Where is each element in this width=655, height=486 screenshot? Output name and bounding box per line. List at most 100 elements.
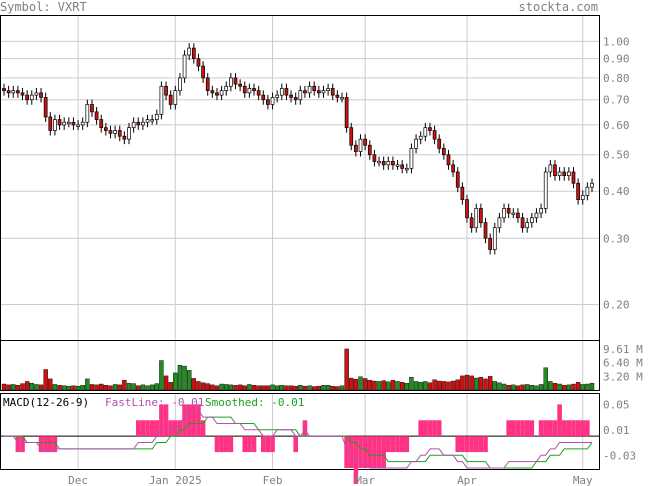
candle-body (85, 104, 90, 123)
candle-body (224, 85, 229, 91)
volume-bar (94, 384, 99, 391)
macd-histogram-bar (566, 420, 572, 437)
volume-bar (437, 380, 442, 391)
volume-bar (122, 379, 127, 391)
candle-body (122, 135, 127, 140)
volume-bar (372, 380, 377, 391)
candle-body (395, 164, 400, 167)
volume-bar (43, 369, 48, 391)
candle-body (2, 88, 6, 91)
macd-histogram-bar (223, 436, 229, 453)
volume-bar (427, 382, 433, 391)
volume-bar (191, 378, 197, 391)
volume-bar (1, 383, 7, 391)
volume-bar (418, 382, 423, 391)
macd-histogram-bar (302, 420, 308, 437)
volume-bar (38, 384, 44, 391)
candle-body (131, 121, 136, 129)
volume-bar (61, 385, 67, 391)
volume-bar (163, 375, 169, 391)
macd-tick-label: -0.03 (603, 449, 636, 462)
candle-body (423, 127, 428, 137)
candle-body (409, 147, 414, 169)
macd-histogram-bar (515, 420, 521, 437)
price-panel-frame (0, 15, 600, 341)
volume-bar (99, 383, 104, 391)
candle-body (94, 111, 99, 120)
candle-body (381, 161, 386, 166)
volume-bar (344, 348, 349, 391)
volume-bar (293, 385, 298, 391)
candle-body (460, 186, 465, 200)
volume-bar (349, 377, 354, 391)
candle-body (432, 130, 437, 140)
macd-histogram-bar (506, 420, 511, 437)
x-tick-label: Apr (457, 474, 477, 486)
volume-bar (131, 383, 136, 391)
volume-bar (538, 384, 544, 391)
candle-body (256, 90, 261, 96)
candle-body (307, 85, 312, 94)
candle-body (451, 164, 455, 173)
volume-bar (501, 383, 507, 391)
volume-bar (399, 382, 405, 391)
candle-body (474, 208, 479, 229)
volume-bar (224, 384, 229, 391)
macd-histogram-bar (548, 420, 553, 437)
candle-body (159, 85, 164, 115)
volume-bar (48, 378, 53, 391)
candle-body (567, 171, 571, 176)
candle-body (479, 208, 483, 224)
macd-histogram-bar (385, 436, 391, 453)
candle-body (418, 135, 423, 140)
candle-body (428, 127, 432, 131)
macd-tick-label: 0.01 (603, 424, 630, 437)
macd-fastline-legend: FastLine: -0.01 (105, 396, 204, 409)
volume-bar (552, 382, 558, 391)
candle-body (483, 222, 488, 239)
volume-panel-frame (0, 340, 600, 391)
volume-bar (140, 384, 146, 391)
candle-body (520, 217, 525, 229)
candle-body (326, 88, 330, 91)
candle-body (543, 171, 548, 209)
macd-histogram-bar (520, 420, 525, 437)
candle-body (178, 77, 182, 91)
candle-body (340, 97, 344, 100)
volume-bar (71, 385, 76, 391)
candle-body (455, 171, 460, 188)
candle-body (321, 90, 326, 94)
candle-body (168, 94, 173, 105)
volume-bar (270, 384, 275, 391)
macd-histogram-bar (483, 436, 488, 453)
volume-bar (284, 385, 289, 391)
candle-body (553, 164, 557, 176)
candle-body (414, 138, 418, 149)
macd-histogram-bar (52, 436, 58, 453)
macd-histogram-bar (43, 436, 48, 453)
volume-bar (177, 365, 183, 391)
volume-bar (506, 385, 511, 391)
volume-bar (233, 385, 238, 391)
candle-body (20, 92, 25, 96)
candle-body (465, 199, 469, 219)
candle-body (117, 130, 122, 137)
candle-body (154, 114, 159, 120)
volume-bar (409, 376, 414, 391)
volume-bar (390, 379, 396, 391)
macd-histogram-bar (182, 404, 187, 437)
macd-histogram-bar (538, 420, 544, 437)
volume-bar (571, 383, 576, 391)
macd-histogram-bar (469, 436, 474, 453)
volume-bar (580, 384, 585, 391)
candle-body (80, 121, 85, 126)
macd-histogram-bar (149, 420, 155, 437)
candle-body (261, 94, 266, 101)
candle-body (275, 94, 280, 98)
macd-histogram-bar (404, 436, 410, 453)
volume-bar (117, 384, 122, 391)
volume-bar (441, 381, 447, 391)
macd-panel-frame (0, 393, 600, 470)
candle-body (127, 127, 131, 140)
volume-bar (52, 384, 58, 391)
